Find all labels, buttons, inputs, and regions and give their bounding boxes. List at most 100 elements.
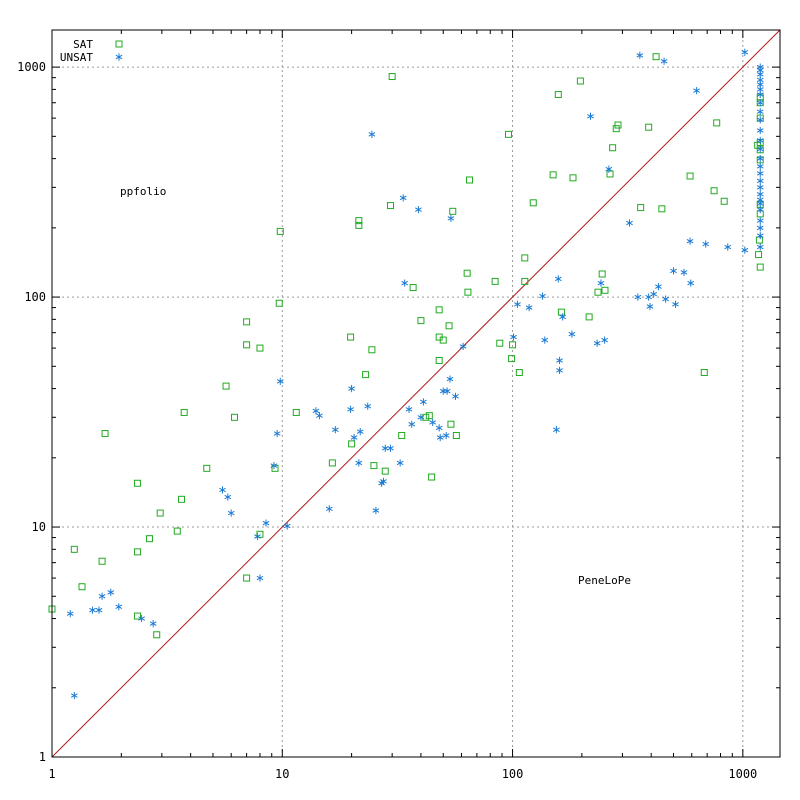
diagonal-line bbox=[51, 29, 781, 758]
point-unsat bbox=[756, 206, 764, 214]
x-tick-label: 1000 bbox=[728, 767, 757, 781]
point-unsat bbox=[756, 136, 764, 145]
point-sat bbox=[606, 170, 614, 178]
point-unsat bbox=[541, 336, 549, 344]
point-sat bbox=[230, 413, 238, 421]
point-unsat bbox=[660, 57, 668, 65]
point-sat bbox=[417, 317, 425, 325]
point-sat bbox=[388, 73, 396, 81]
point-unsat bbox=[756, 90, 764, 99]
point-unsat bbox=[356, 428, 364, 436]
point-sat bbox=[292, 408, 300, 416]
point-sat bbox=[465, 176, 473, 184]
point-unsat bbox=[556, 356, 563, 365]
point-unsat bbox=[381, 444, 389, 452]
point-sat bbox=[491, 277, 499, 285]
point-sat bbox=[614, 121, 622, 129]
point-sat bbox=[222, 382, 230, 390]
point-unsat bbox=[372, 506, 380, 515]
point-unsat bbox=[756, 145, 764, 153]
point-unsat bbox=[405, 405, 413, 413]
point-unsat bbox=[605, 165, 613, 173]
point-unsat bbox=[89, 606, 96, 614]
point-sat bbox=[368, 346, 376, 354]
point-unsat bbox=[525, 303, 533, 312]
point-unsat bbox=[417, 413, 425, 421]
point-unsat bbox=[254, 532, 261, 541]
point-unsat bbox=[368, 130, 376, 138]
point-sat bbox=[386, 202, 394, 210]
point-unsat bbox=[687, 279, 695, 287]
point-sat bbox=[612, 125, 620, 133]
point-sat bbox=[755, 251, 763, 259]
y-tick-label: 1 bbox=[39, 750, 46, 764]
point-unsat bbox=[662, 295, 669, 303]
point-sat bbox=[447, 420, 455, 428]
point-unsat bbox=[556, 366, 563, 374]
point-sat bbox=[713, 119, 721, 127]
point-sat bbox=[637, 204, 645, 212]
point-sat bbox=[355, 217, 363, 225]
point-unsat bbox=[597, 279, 605, 287]
point-unsat bbox=[262, 519, 270, 527]
point-sat bbox=[554, 91, 562, 99]
point-sat bbox=[755, 236, 763, 244]
point-sat bbox=[686, 172, 694, 180]
point-unsat bbox=[756, 243, 764, 251]
tick-labels: 1 10 100 1000 1 10 100 1000 bbox=[17, 60, 757, 781]
point-sat bbox=[585, 313, 593, 321]
point-sat bbox=[243, 318, 251, 326]
series-unsat bbox=[66, 48, 764, 700]
point-unsat bbox=[756, 155, 764, 163]
point-unsat bbox=[283, 522, 291, 530]
point-unsat bbox=[459, 342, 467, 351]
point-sat bbox=[180, 408, 188, 416]
point-sat bbox=[348, 440, 356, 448]
point-unsat bbox=[325, 505, 333, 513]
legend-marker-unsat bbox=[115, 53, 123, 61]
point-unsat bbox=[554, 275, 562, 283]
x-tick-label: 1 bbox=[48, 767, 55, 781]
point-unsat bbox=[724, 243, 732, 251]
point-sat bbox=[370, 462, 378, 470]
point-unsat bbox=[270, 461, 278, 470]
point-unsat bbox=[276, 377, 284, 385]
point-unsat bbox=[348, 384, 355, 393]
point-unsat bbox=[446, 375, 454, 383]
point-unsat bbox=[415, 206, 422, 214]
point-unsat bbox=[756, 99, 764, 107]
point-unsat bbox=[273, 429, 281, 438]
point-unsat bbox=[741, 48, 749, 56]
point-unsat bbox=[686, 237, 694, 245]
point-sat bbox=[463, 269, 471, 277]
point-unsat bbox=[510, 333, 517, 341]
data-points bbox=[48, 48, 764, 700]
point-sat bbox=[428, 473, 436, 481]
point-unsat bbox=[646, 302, 654, 311]
point-unsat bbox=[514, 300, 521, 308]
y-tick-label: 1000 bbox=[17, 60, 46, 74]
point-sat bbox=[569, 174, 577, 182]
point-unsat bbox=[568, 330, 576, 338]
point-sat bbox=[521, 254, 529, 262]
point-sat bbox=[243, 574, 251, 582]
point-sat bbox=[445, 322, 453, 330]
point-sat bbox=[449, 207, 457, 215]
point-sat bbox=[529, 199, 537, 207]
point-unsat bbox=[756, 177, 764, 185]
point-sat bbox=[98, 557, 106, 565]
point-unsat bbox=[408, 420, 416, 428]
legend-label-sat: SAT bbox=[73, 38, 93, 51]
point-unsat bbox=[347, 405, 354, 413]
point-sat bbox=[256, 344, 264, 352]
point-unsat bbox=[436, 433, 444, 442]
point-unsat bbox=[650, 290, 658, 298]
point-sat bbox=[652, 53, 660, 61]
point-sat bbox=[145, 535, 153, 543]
point-sat bbox=[398, 432, 406, 440]
point-unsat bbox=[442, 431, 450, 440]
point-unsat bbox=[149, 620, 157, 628]
point-sat bbox=[515, 368, 523, 376]
x-tick-label: 100 bbox=[502, 767, 524, 781]
point-sat bbox=[549, 171, 557, 179]
